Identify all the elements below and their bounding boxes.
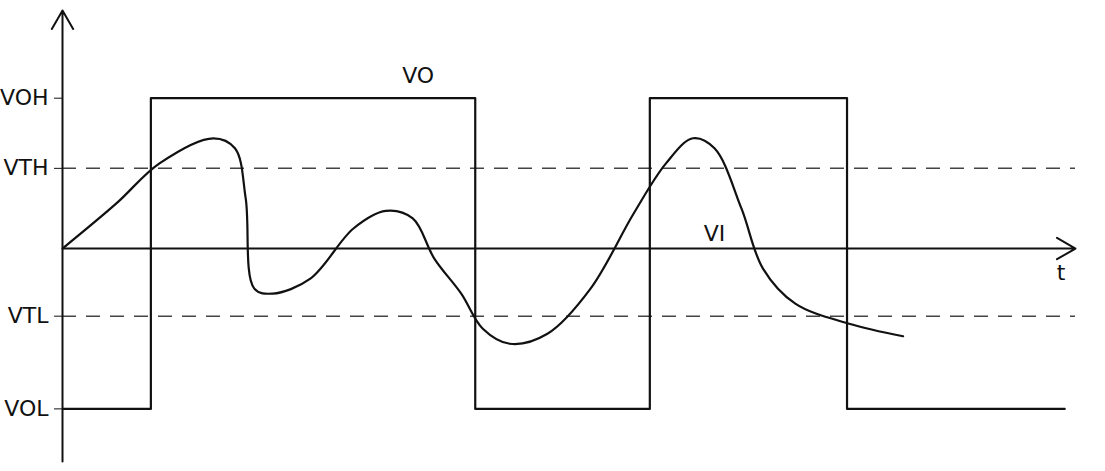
svg-text:VOH: VOH (0, 85, 49, 110)
svg-text:VTH: VTH (3, 155, 48, 180)
svg-text:VOL: VOL (4, 396, 49, 421)
svg-text:t: t (1057, 260, 1066, 285)
svg-text:VI: VI (704, 221, 726, 246)
svg-text:VO: VO (402, 63, 434, 88)
svg-text:VTL: VTL (8, 303, 49, 328)
